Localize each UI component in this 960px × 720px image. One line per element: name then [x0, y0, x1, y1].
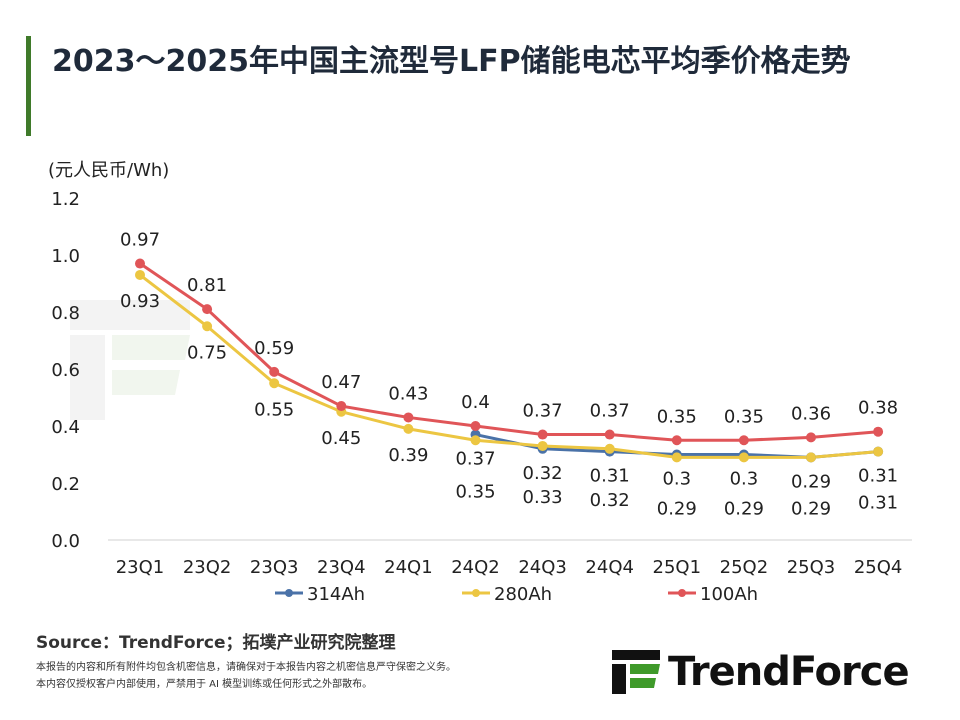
data-label-314Ah: 0.31 — [858, 466, 898, 487]
y-tick-label: 0.2 — [51, 474, 80, 495]
y-tick-label: 0.4 — [51, 417, 80, 438]
data-point-100Ah — [470, 421, 481, 431]
data-label-100Ah: 0.81 — [187, 275, 227, 296]
data-label-314Ah: 0.3 — [662, 469, 691, 490]
series-line-280Ah — [139, 273, 879, 459]
data-label-280Ah: 0.93 — [120, 291, 160, 312]
x-tick-label: 23Q2 — [183, 557, 232, 578]
data-label-100Ah: 0.35 — [724, 406, 764, 427]
data-label-100Ah: 0.37 — [590, 401, 630, 422]
data-label-280Ah: 0.39 — [388, 445, 428, 466]
data-point-280Ah — [873, 446, 884, 457]
x-tick-label: 25Q2 — [720, 557, 769, 578]
x-tick-label: 23Q4 — [317, 557, 366, 578]
page-title: 2023～2025年中国主流型号LFP储能电芯平均季价格走势 — [52, 44, 851, 79]
y-tick-label: 0.6 — [51, 360, 80, 381]
data-point-100Ah — [269, 366, 280, 377]
confidential-note-2: 本内容仅授权客户内部使用，严禁用于 AI 模型训练或任何形式之外部散布。 — [36, 679, 373, 690]
source-text: Source：TrendForce；拓墣产业研究院整理 — [36, 633, 396, 653]
data-label-280Ah: 0.55 — [254, 399, 294, 420]
legend-marker-100Ah — [678, 589, 686, 597]
legend-label: 280Ah — [494, 584, 552, 605]
data-point-100Ah — [671, 435, 682, 446]
trendforce-logo-icon — [612, 650, 660, 694]
data-label-280Ah: 0.29 — [657, 498, 697, 519]
y-tick-label: 0.8 — [51, 303, 80, 324]
trendforce-logo: TrendForce — [612, 648, 910, 696]
data-point-280Ah — [135, 269, 145, 280]
data-point-280Ah — [470, 435, 481, 446]
data-point-100Ah — [537, 429, 548, 440]
data-label-100Ah: 0.35 — [657, 406, 697, 427]
line-chart: 0.0 0.2 0.4 0.6 0.8 1.0 1.2 23Q1 23Q2 23Q3 23Q4 24Q… — [51, 189, 912, 605]
data-point-100Ah — [604, 429, 615, 440]
data-point-280Ah — [537, 440, 548, 451]
data-label-100Ah: 0.36 — [791, 403, 831, 424]
watermark-logo-shape — [112, 370, 180, 395]
data-point-100Ah — [336, 401, 347, 412]
data-point-280Ah — [403, 423, 414, 434]
x-tick-label: 25Q3 — [787, 557, 836, 578]
x-tick-label: 23Q3 — [250, 557, 299, 578]
data-label-100Ah: 0.4 — [461, 392, 490, 413]
data-label-100Ah: 0.43 — [388, 383, 428, 404]
data-label-280Ah: 0.31 — [858, 493, 898, 514]
data-point-100Ah — [135, 258, 145, 269]
x-tick-label: 24Q1 — [384, 557, 433, 578]
data-point-100Ah — [873, 426, 884, 437]
data-point-100Ah — [202, 304, 213, 315]
data-label-280Ah: 0.29 — [724, 498, 764, 519]
y-axis-unit: (元人民币/Wh) — [48, 160, 170, 181]
data-label-280Ah: 0.75 — [187, 342, 227, 363]
data-label-100Ah: 0.38 — [858, 398, 898, 419]
data-label-100Ah: 0.97 — [120, 230, 160, 251]
data-label-100Ah: 0.37 — [523, 401, 563, 422]
data-label-280Ah: 0.32 — [590, 490, 630, 511]
legend-label: 314Ah — [307, 584, 365, 605]
x-tick-label: 25Q1 — [653, 557, 702, 578]
data-point-280Ah — [671, 452, 682, 463]
data-label-100Ah: 0.59 — [254, 338, 294, 359]
x-tick-label: 24Q3 — [518, 557, 567, 578]
confidential-note-1: 本报告的内容和所有附件均包含机密信息，请确保对于本报告内容之机密信息严守保密之义… — [36, 662, 456, 673]
data-point-280Ah — [738, 452, 749, 463]
data-point-280Ah — [604, 443, 615, 454]
data-point-100Ah — [738, 435, 749, 446]
watermark-logo-shape — [70, 300, 190, 330]
data-point-280Ah — [202, 321, 213, 332]
y-tick-label: 1.0 — [51, 246, 80, 267]
x-tick-label: 25Q4 — [854, 557, 903, 578]
legend-marker-314Ah — [285, 589, 293, 597]
data-label-280Ah: 0.35 — [455, 481, 495, 502]
x-tick-label: 24Q4 — [585, 557, 634, 578]
y-tick-label: 1.2 — [51, 189, 80, 210]
x-tick-label: 23Q1 — [116, 557, 165, 578]
data-point-100Ah — [403, 412, 414, 423]
logo-text: TrendForce — [668, 649, 910, 695]
series-line-100Ah — [139, 262, 879, 442]
title-accent-bar — [26, 36, 31, 136]
watermark-logo-shape — [112, 335, 190, 360]
data-label-280Ah: 0.45 — [321, 428, 361, 449]
data-label-314Ah: 0.31 — [590, 466, 630, 487]
x-tick-label: 24Q2 — [451, 557, 500, 578]
data-label-314Ah: 0.37 — [455, 449, 495, 470]
data-label-280Ah: 0.33 — [523, 487, 563, 508]
data-label-314Ah: 0.3 — [730, 469, 759, 490]
data-point-280Ah — [269, 378, 280, 389]
data-label-314Ah: 0.29 — [791, 471, 831, 492]
legend-label: 100Ah — [700, 584, 758, 605]
data-label-280Ah: 0.29 — [791, 498, 831, 519]
data-label-314Ah: 0.32 — [523, 463, 563, 484]
data-label-100Ah: 0.47 — [321, 372, 361, 393]
data-point-280Ah — [806, 452, 816, 463]
watermark-logo-shape — [70, 335, 105, 420]
y-tick-label: 0.0 — [51, 531, 80, 552]
legend-marker-280Ah — [472, 589, 480, 597]
data-point-100Ah — [806, 432, 816, 443]
